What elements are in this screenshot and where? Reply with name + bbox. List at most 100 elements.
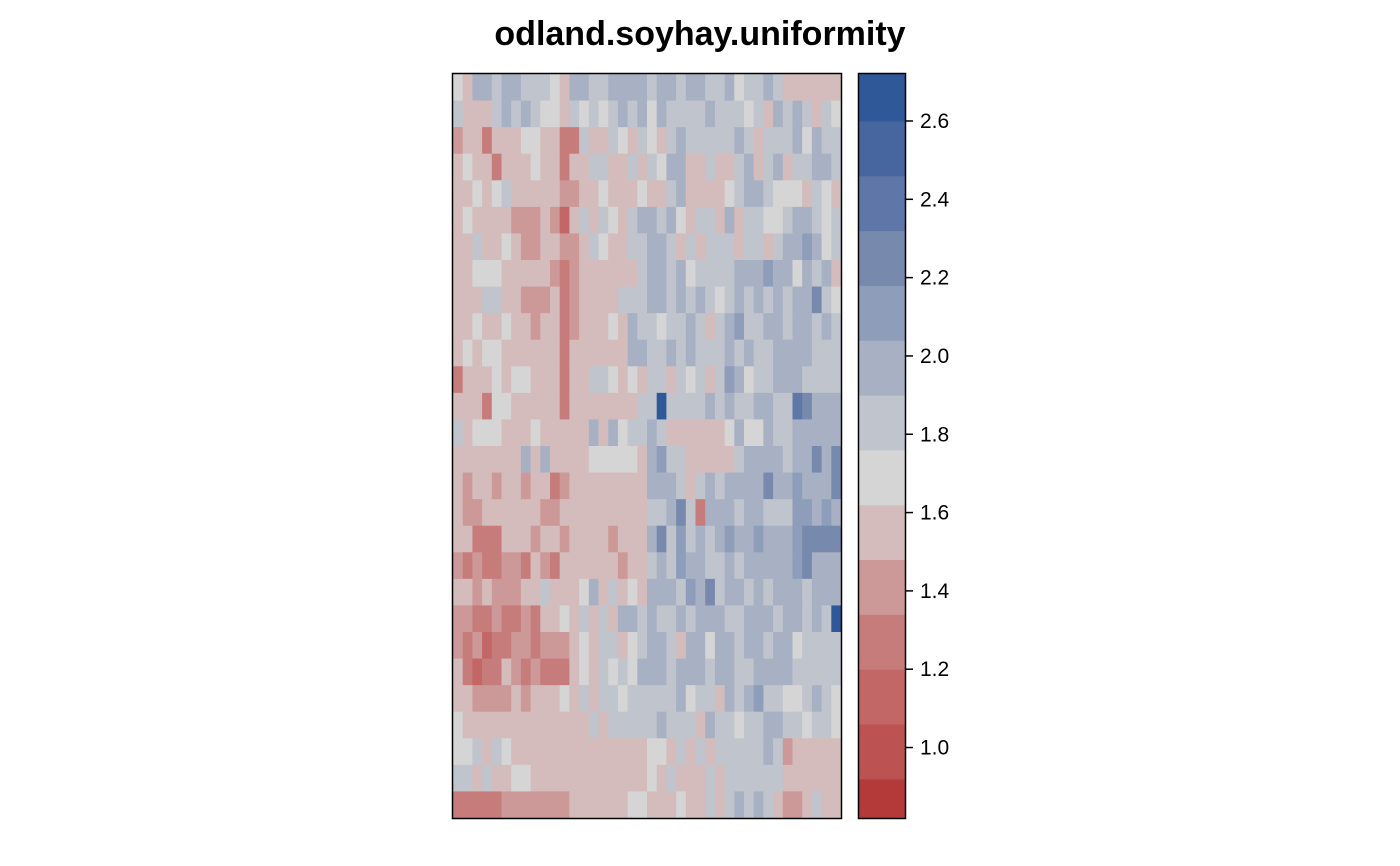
heatmap-cell	[627, 472, 638, 500]
heatmap-cell	[511, 632, 522, 660]
heatmap-cell	[482, 658, 493, 686]
heatmap-cell	[705, 764, 716, 793]
heatmap-cell	[559, 764, 570, 793]
heatmap-cell	[472, 419, 483, 447]
heatmap-cell	[540, 366, 551, 394]
heatmap-cell	[520, 764, 532, 793]
heatmap-cell	[647, 419, 658, 447]
heatmap-cell	[763, 738, 774, 766]
heatmap-cell	[588, 764, 600, 793]
heatmap-cell	[550, 233, 561, 261]
heatmap-cell	[453, 339, 464, 367]
heatmap-cell	[579, 711, 590, 739]
heatmap-cell	[453, 127, 464, 155]
heatmap-cell	[540, 260, 551, 288]
heatmap-cell	[782, 446, 794, 474]
heatmap-cell	[773, 153, 784, 181]
heatmap-cell	[656, 339, 667, 367]
heatmap-cell	[637, 658, 648, 686]
heatmap-cell	[637, 392, 648, 421]
heatmap-cell	[744, 233, 755, 261]
heatmap-cell	[773, 392, 784, 421]
heatmap-cell	[491, 711, 503, 739]
heatmap-cell	[744, 552, 755, 580]
heatmap-cell	[782, 286, 794, 314]
heatmap-cell	[559, 260, 570, 288]
heatmap-cell	[792, 180, 803, 208]
heatmap-cell	[588, 286, 600, 314]
heatmap-cell	[559, 791, 570, 819]
heatmap-cell	[617, 392, 629, 421]
heatmap-cell	[831, 711, 842, 739]
heatmap-cell	[695, 233, 706, 261]
heatmap-cell	[705, 339, 716, 367]
heatmap-cell	[763, 286, 774, 314]
heatmap-cell	[811, 260, 823, 288]
heatmap-cell	[540, 632, 551, 660]
heatmap-cell	[753, 419, 764, 447]
heatmap-cell	[695, 74, 706, 102]
heatmap-cell	[734, 578, 745, 607]
heatmap-cell	[550, 711, 561, 739]
heatmap-cell	[753, 127, 764, 155]
heatmap-cell	[676, 472, 687, 500]
heatmap-cell	[617, 180, 629, 208]
heatmap-cell	[588, 711, 600, 739]
heatmap-cell	[608, 127, 619, 155]
heatmap-cell	[656, 791, 667, 819]
colorbar-swatch	[859, 175, 905, 232]
heatmap-cell	[782, 472, 794, 500]
heatmap-cell	[773, 260, 784, 288]
heatmap-cell	[608, 525, 619, 553]
heatmap-cell	[744, 446, 755, 474]
heatmap-cell	[540, 658, 551, 686]
heatmap-cell	[608, 685, 619, 713]
heatmap-cell	[666, 552, 677, 580]
heatmap-cell	[705, 206, 716, 235]
heatmap-cell	[656, 552, 667, 580]
heatmap-cell	[550, 499, 561, 527]
heatmap-cell	[491, 419, 503, 447]
heatmap-cell	[608, 419, 619, 447]
heatmap-cell	[792, 711, 803, 739]
heatmap-cell	[462, 366, 473, 394]
heatmap-cell	[482, 233, 493, 261]
heatmap-cell	[579, 127, 590, 155]
heatmap-cell	[579, 366, 590, 394]
heatmap-cell	[695, 658, 706, 686]
heatmap-cell	[773, 313, 784, 341]
heatmap-cell	[676, 127, 687, 155]
heatmap-cell	[656, 711, 667, 739]
heatmap-cell	[598, 127, 609, 155]
heatmap-cell	[666, 685, 677, 713]
heatmap-cell	[501, 339, 512, 367]
heatmap-cell	[782, 74, 794, 102]
heatmap-cell	[540, 685, 551, 713]
heatmap-cell	[530, 392, 541, 421]
heatmap-cell	[588, 738, 600, 766]
heatmap-cell	[773, 206, 784, 235]
heatmap-cell	[520, 153, 532, 181]
heatmap-cell	[491, 685, 503, 713]
colorbar-tick-label: 1.0	[920, 737, 949, 760]
heatmap-cell	[453, 499, 464, 527]
heatmap-cell	[588, 233, 600, 261]
heatmap-cell	[676, 392, 687, 421]
heatmap-cell	[462, 658, 473, 686]
heatmap-cell	[550, 685, 561, 713]
heatmap-cell	[763, 764, 774, 793]
heatmap-cell	[511, 446, 522, 474]
heatmap-cell	[724, 233, 735, 261]
heatmap-cell	[511, 525, 522, 553]
heatmap-cell	[491, 313, 503, 341]
heatmap-cell	[608, 578, 619, 607]
heatmap-cell	[579, 233, 590, 261]
heatmap-cell	[753, 313, 764, 341]
heatmap-cell	[520, 233, 532, 261]
heatmap-cell	[666, 260, 677, 288]
heatmap-cell	[705, 260, 716, 288]
heatmap-cell	[627, 791, 638, 819]
heatmap-cell	[501, 446, 512, 474]
heatmap-cell	[530, 446, 541, 474]
heatmap-cell	[453, 206, 464, 235]
